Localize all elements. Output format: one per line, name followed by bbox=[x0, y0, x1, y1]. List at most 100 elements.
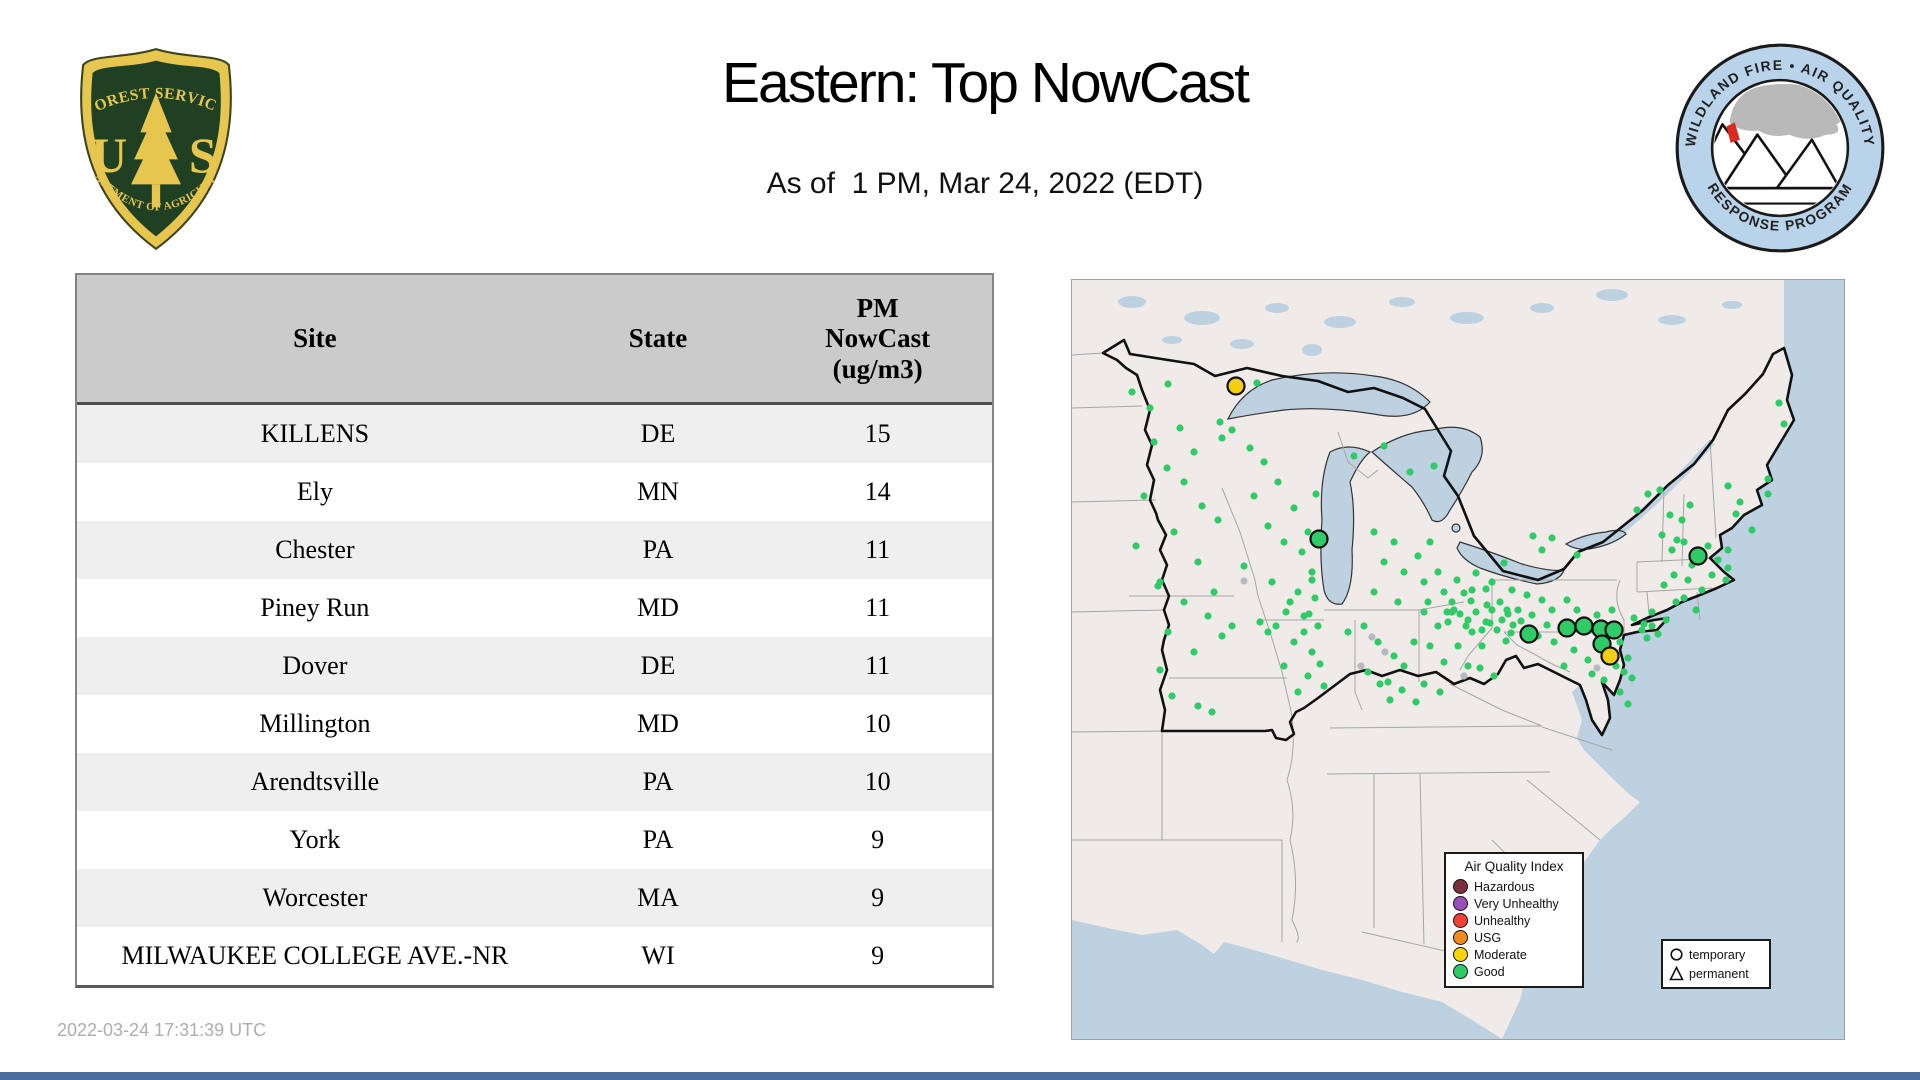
monitor-dot-good bbox=[1570, 646, 1578, 654]
monitor-dot-good bbox=[1503, 606, 1511, 614]
site-cell: Worcester bbox=[262, 883, 368, 912]
monitor-dot-good bbox=[1308, 568, 1316, 576]
aqi-legend-label: Unhealthy bbox=[1474, 913, 1531, 928]
monitor-dot-good bbox=[1128, 388, 1136, 396]
state-cell: PA bbox=[642, 767, 674, 796]
temporary-monitor-marker-good bbox=[1574, 616, 1594, 636]
monitor-dot-good bbox=[1764, 490, 1772, 498]
monitor-dot-good bbox=[1468, 586, 1476, 594]
monitor-dot-good bbox=[1370, 588, 1378, 596]
aqi-legend-item: Unhealthy bbox=[1453, 912, 1575, 929]
generation-timestamp: 2022-03-24 17:31:39 UTC bbox=[57, 1020, 267, 1040]
monitor-dot-good bbox=[1430, 462, 1438, 470]
monitor-dot-good bbox=[1228, 622, 1236, 630]
monitor-dot-good bbox=[1624, 700, 1632, 708]
eastern-area-boundary bbox=[1101, 338, 1796, 742]
monitor-dot-good bbox=[1517, 617, 1525, 625]
monitor-dot-good bbox=[1686, 501, 1694, 509]
table-body: KILLENS DE 15 Ely MN 14 Chester PA 11 Pi… bbox=[77, 405, 992, 985]
state-cell: PA bbox=[642, 535, 674, 564]
monitor-dot-good bbox=[1543, 621, 1551, 629]
monitor-dot-good bbox=[1684, 576, 1692, 584]
monitor-dot-good bbox=[1748, 526, 1756, 534]
monitor-dot-good bbox=[1426, 538, 1434, 546]
monitor-dot-good bbox=[1448, 598, 1456, 606]
monitor-dot-good bbox=[1208, 708, 1216, 716]
monitor-dot-good bbox=[1304, 528, 1312, 536]
monitor-dot-good bbox=[1643, 634, 1651, 642]
monitor-dot-good bbox=[1216, 418, 1224, 426]
state-cell: MD bbox=[637, 593, 679, 622]
monitor-dot-good bbox=[1764, 475, 1772, 483]
monitor-dot-good bbox=[1464, 662, 1472, 670]
monitor-dot-good bbox=[1698, 586, 1706, 594]
monitor-dot-good bbox=[1406, 468, 1414, 476]
aqi-legend-item: Very Unhealthy bbox=[1453, 895, 1575, 912]
aqi-legend-label: Moderate bbox=[1474, 947, 1527, 962]
state-cell: MD bbox=[637, 709, 679, 738]
column-header-site: Site bbox=[293, 323, 337, 354]
monitor-dot-good bbox=[1390, 538, 1398, 546]
aqi-color-swatch bbox=[1453, 964, 1468, 979]
monitor-dot-good bbox=[1374, 638, 1382, 646]
state-cell: PA bbox=[642, 825, 674, 854]
temporary-monitor-marker-good bbox=[1557, 618, 1577, 638]
monitor-dot-good bbox=[1500, 559, 1508, 567]
monitor-dot-good bbox=[1444, 618, 1452, 626]
monitor-dot-good bbox=[1486, 619, 1494, 627]
aqi-legend-items: Hazardous Very Unhealthy Unhealthy USG Moder… bbox=[1453, 878, 1575, 980]
table-header-row: Site State PM NowCast (ug/m3) bbox=[77, 275, 992, 405]
monitor-dot-good bbox=[1502, 637, 1510, 645]
monitor-dot-good bbox=[1264, 628, 1272, 636]
monitor-dot-good bbox=[1658, 531, 1666, 539]
monitor-dot-good bbox=[1253, 379, 1261, 387]
monitor-dot-good bbox=[1692, 606, 1700, 614]
monitor-dot-good bbox=[1304, 672, 1312, 680]
site-cell: York bbox=[289, 825, 341, 854]
column-header-state: State bbox=[628, 323, 688, 354]
temporary-monitor-marker-good bbox=[1519, 624, 1539, 644]
monitor-dot-good bbox=[1210, 588, 1218, 596]
monitor-dot-good bbox=[1298, 548, 1306, 556]
monitor-dot-good bbox=[1290, 638, 1298, 646]
monitor-dot-good bbox=[1282, 608, 1290, 616]
monitor-dot-good bbox=[1190, 648, 1198, 656]
monitor-dot-inactive bbox=[1357, 662, 1365, 670]
site-cell: Piney Run bbox=[260, 593, 370, 622]
monitor-dot-good bbox=[1708, 571, 1716, 579]
site-cell: Chester bbox=[275, 535, 355, 564]
monitor-dot-good bbox=[1420, 578, 1428, 586]
monitor-dot-inactive bbox=[1381, 648, 1389, 656]
monitor-dot-good bbox=[1563, 596, 1571, 604]
atlantic-ocean bbox=[1502, 280, 1844, 1039]
monitor-dot-good bbox=[1410, 638, 1418, 646]
monitor-dot-good bbox=[1680, 538, 1688, 546]
monitor-dot-good bbox=[1394, 598, 1402, 606]
site-cell: MILWAUKEE COLLEGE AVE.-NR bbox=[121, 941, 509, 970]
forest-service-logo: FOREST SERVICE U S DEPARTMENT OF AGRICUL… bbox=[67, 45, 232, 251]
monitor-dot-good bbox=[1462, 622, 1470, 630]
aqi-legend-item: USG bbox=[1453, 929, 1575, 946]
monitor-dot-good bbox=[1180, 478, 1188, 486]
monitor-dot-good bbox=[1168, 692, 1176, 700]
monitor-dot-good bbox=[1300, 612, 1308, 620]
monitor-dot-good bbox=[1294, 688, 1302, 696]
monitor-dot-good bbox=[1478, 626, 1486, 634]
monitor-dot-good bbox=[1616, 638, 1624, 646]
value-cell: 11 bbox=[865, 651, 891, 680]
monitor-dot-good bbox=[1775, 399, 1783, 407]
monitor-dot-good bbox=[1472, 608, 1480, 616]
monitor-dot-good bbox=[1488, 578, 1496, 586]
monitor-dot-good bbox=[1214, 516, 1222, 524]
monitor-dot-good bbox=[1434, 622, 1442, 630]
site-cell: Millington bbox=[259, 709, 371, 738]
monitor-dot-good bbox=[1294, 588, 1302, 596]
legend-label: temporary bbox=[1689, 947, 1746, 962]
monitor-dot-good bbox=[1260, 458, 1268, 466]
monitor-dot-good bbox=[1400, 662, 1408, 670]
monitor-dot-good bbox=[1482, 585, 1490, 593]
fs-monogram-s: S bbox=[189, 128, 217, 183]
monitor-dot-good bbox=[1364, 668, 1372, 676]
aqi-legend-item: Hazardous bbox=[1453, 878, 1575, 895]
